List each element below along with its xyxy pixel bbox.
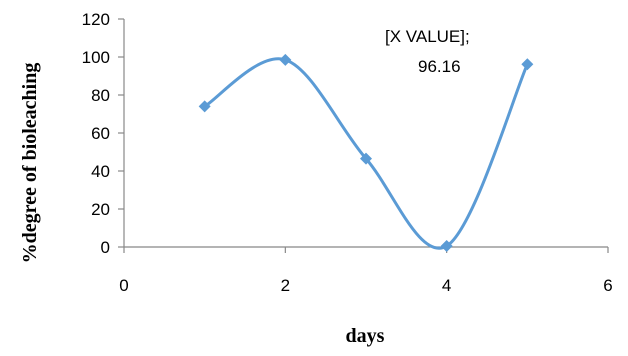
data-point-marker: [279, 53, 292, 66]
y-tick-label: 80: [91, 86, 110, 105]
y-tick-label: 20: [91, 200, 110, 219]
annotation-value: 96.16: [418, 57, 461, 76]
x-axis-label: days: [346, 325, 385, 347]
y-axis-label: %degree of bioleaching: [19, 63, 41, 264]
series-line: [203, 57, 529, 250]
markers: [198, 53, 534, 253]
data-point-marker: [360, 152, 372, 165]
y-tick-label: 60: [91, 124, 110, 143]
data-point-marker: [198, 100, 211, 113]
y-tick-label: 100: [82, 48, 110, 67]
x-tick-label: 2: [281, 276, 290, 295]
x-tick-label: 4: [442, 276, 451, 295]
data-point-marker: [440, 240, 453, 253]
annotation-label: [X VALUE];: [385, 27, 470, 46]
ticks: 0 20 40 60 80 100 120 0 2 4 6: [82, 10, 613, 295]
axes: [123, 19, 608, 248]
y-tick-label: 0: [101, 238, 110, 257]
y-tick-label: 120: [82, 10, 110, 29]
y-tick-label: 40: [91, 162, 110, 181]
x-tick-label: 0: [119, 276, 128, 295]
x-tick-label: 6: [603, 276, 612, 295]
data-point-marker: [521, 58, 534, 71]
